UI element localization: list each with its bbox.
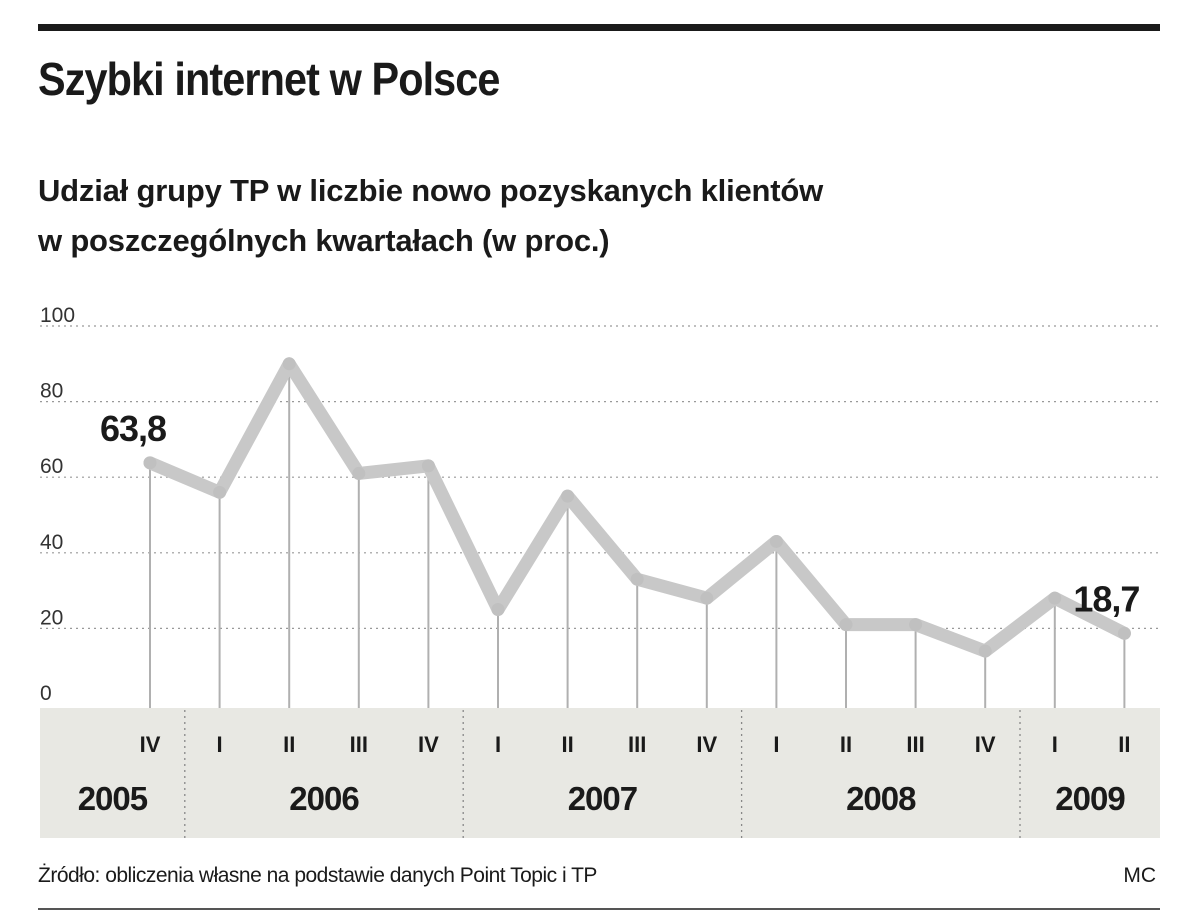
y-tick-label: 60 — [40, 455, 63, 478]
data-point — [213, 485, 227, 499]
quarter-label: III — [350, 732, 368, 757]
data-point — [1117, 626, 1131, 640]
data-label: 18,7 — [1073, 578, 1139, 619]
data-label: 63,8 — [100, 408, 166, 449]
year-label: 2009 — [1055, 780, 1125, 817]
axis-band — [40, 708, 1160, 838]
year-label: 2007 — [568, 780, 637, 817]
quarter-label: III — [906, 732, 924, 757]
y-tick-label: 0 — [40, 682, 52, 705]
y-tick-label: 80 — [40, 380, 63, 403]
year-label: 2005 — [78, 780, 148, 817]
data-point — [282, 357, 296, 371]
chart-subtitle: Udział grupy TP w liczbie nowo pozyskany… — [38, 166, 823, 266]
quarter-label: II — [561, 732, 573, 757]
quarter-label: IV — [418, 732, 439, 757]
data-point — [839, 618, 853, 632]
quarter-label: II — [283, 732, 295, 757]
data-point — [561, 489, 575, 503]
quarter-label: I — [495, 732, 501, 757]
data-point — [700, 591, 714, 605]
quarter-label: I — [1052, 732, 1058, 757]
source-note: Żródło: obliczenia własne na podstawie d… — [38, 864, 597, 887]
y-tick-label: 40 — [40, 531, 63, 554]
page-title: Szybki internet w Polsce — [38, 53, 500, 105]
quarter-label: IV — [140, 732, 161, 757]
y-tick-label: 20 — [40, 606, 63, 629]
year-label: 2006 — [289, 780, 359, 817]
data-point — [1048, 591, 1062, 605]
quarter-label: III — [628, 732, 646, 757]
quarter-label: I — [773, 732, 779, 757]
quarter-label: II — [840, 732, 852, 757]
author-initials: MC — [1123, 864, 1156, 887]
data-point — [630, 572, 644, 586]
data-point — [769, 534, 783, 548]
top-rule — [38, 24, 1160, 31]
data-point — [978, 644, 992, 658]
bottom-rule — [38, 908, 1160, 910]
year-label: 2008 — [846, 780, 916, 817]
data-point — [352, 466, 366, 480]
quarter-label: IV — [975, 732, 996, 757]
y-tick-label: 100 — [40, 304, 75, 327]
data-point — [143, 456, 157, 470]
data-point — [421, 459, 435, 473]
quarter-label: I — [217, 732, 223, 757]
subtitle-line-2: w poszczególnych kwartałach (w proc.) — [38, 223, 610, 258]
quarter-label: II — [1118, 732, 1130, 757]
quarter-label: IV — [696, 732, 717, 757]
subtitle-line-1: Udział grupy TP w liczbie nowo pozyskany… — [38, 173, 824, 208]
data-point — [491, 603, 505, 616]
data-point — [909, 618, 923, 632]
